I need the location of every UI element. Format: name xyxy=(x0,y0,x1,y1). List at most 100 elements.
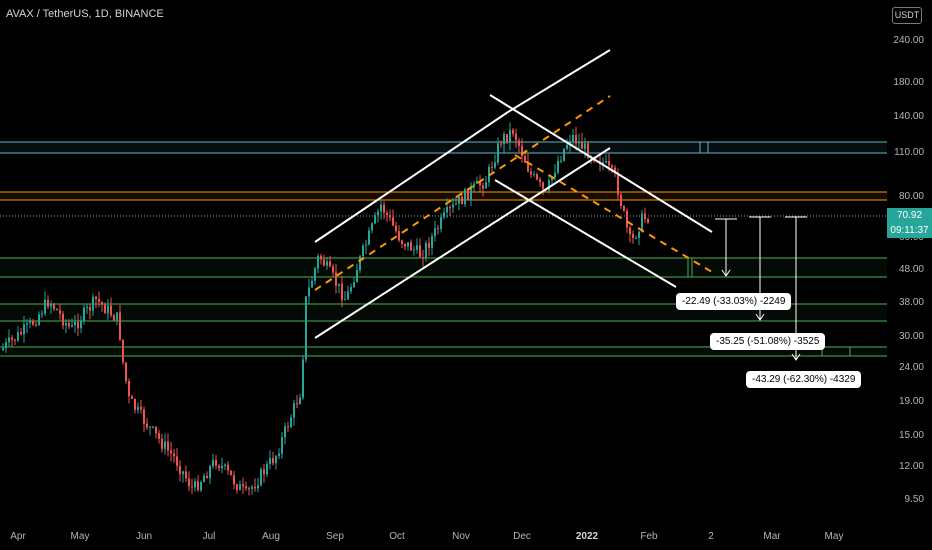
candle-body xyxy=(296,403,298,405)
candle-body xyxy=(56,308,58,311)
time-tick: Sep xyxy=(326,531,344,542)
measure-2-arrow xyxy=(755,313,765,321)
candle-body xyxy=(341,283,343,301)
price-tick: 110.00 xyxy=(894,147,924,158)
candle-body xyxy=(80,321,82,329)
price-tick: 80.00 xyxy=(898,191,924,202)
candle-body xyxy=(617,173,619,195)
candle-body xyxy=(167,441,169,451)
candle-body xyxy=(623,206,625,211)
candle-body xyxy=(188,478,190,487)
candle-body xyxy=(602,162,604,165)
candle-body xyxy=(278,453,280,457)
candle-body xyxy=(212,460,214,467)
candle-body xyxy=(230,470,232,476)
candle-body xyxy=(173,453,175,457)
candle-body xyxy=(221,465,223,469)
time-tick: 2 xyxy=(708,531,714,542)
candle-body xyxy=(269,458,271,464)
candle-body xyxy=(266,463,268,475)
candle-body xyxy=(35,324,37,326)
candle-body xyxy=(74,321,76,326)
candle-body xyxy=(275,456,277,464)
candle-body xyxy=(218,465,220,469)
zone-band xyxy=(0,347,887,356)
candle-body xyxy=(557,161,559,173)
candle-body xyxy=(248,488,250,490)
time-tick: Dec xyxy=(513,531,531,542)
zone-band xyxy=(0,304,887,321)
time-tick: Apr xyxy=(10,531,26,542)
candle-body xyxy=(41,313,43,315)
candle-body xyxy=(281,437,283,454)
candle-body xyxy=(428,243,430,248)
candle-body xyxy=(437,227,439,230)
candle-body xyxy=(251,486,253,489)
candle-body xyxy=(635,237,637,239)
candle-body xyxy=(50,304,52,307)
candle-body xyxy=(344,299,346,301)
candle-body xyxy=(299,397,301,404)
candle-body xyxy=(632,234,634,238)
zone-band xyxy=(0,192,887,200)
candle-body xyxy=(608,161,610,166)
candle-body xyxy=(353,282,355,287)
candle-body xyxy=(542,182,544,189)
candle-body xyxy=(152,426,154,428)
candle-body xyxy=(107,305,109,314)
price-tick: 240.00 xyxy=(893,35,924,46)
measure-1-arrow xyxy=(721,269,731,277)
candle-body xyxy=(611,165,613,168)
candle-body xyxy=(413,249,415,251)
candle-body xyxy=(461,196,463,205)
candle-body xyxy=(626,210,628,228)
candle-body xyxy=(110,305,112,316)
candle-body xyxy=(473,183,475,188)
candle-body xyxy=(26,323,28,325)
candle-body xyxy=(548,180,550,191)
candle-body xyxy=(113,315,115,321)
candle-body xyxy=(131,396,133,400)
candle-body xyxy=(245,486,247,489)
candle-body xyxy=(287,426,289,428)
time-axis[interactable]: Apr May Jun Jul Aug Sep Oct Nov Dec 2022 Feb 2 Mar Ma… xyxy=(0,524,887,550)
candle-body xyxy=(86,306,88,308)
price-tick: 140.00 xyxy=(893,111,924,122)
candle-body xyxy=(224,464,226,466)
trend-drawings[interactable] xyxy=(314,49,713,339)
time-tick: Jul xyxy=(202,531,216,542)
price-tick: 9.50 xyxy=(904,494,924,505)
price-scale[interactable]: 240.00180.00140.00110.0080.0060.0048.003… xyxy=(887,0,932,524)
descending-upper-line xyxy=(489,94,713,233)
candle-body xyxy=(416,245,418,250)
candle-body xyxy=(140,406,142,410)
measure-tools[interactable] xyxy=(687,142,851,361)
candle-body xyxy=(332,266,334,273)
price-tick: 30.00 xyxy=(898,331,924,342)
candle-body xyxy=(389,215,391,218)
candle-body xyxy=(146,423,148,428)
current-price-badge: 70.92 09:11:37 xyxy=(887,208,932,238)
currency-badge[interactable]: USDT xyxy=(892,7,922,24)
price-tick: 38.00 xyxy=(898,297,924,308)
candle-body xyxy=(134,399,136,410)
symbol-title[interactable]: AVAX / TetherUS, 1D, BINANCE xyxy=(6,8,164,20)
candle-body xyxy=(233,475,235,485)
candle-body xyxy=(122,339,124,363)
zone-band xyxy=(0,142,887,153)
candle-body xyxy=(482,185,484,189)
candle-body xyxy=(362,245,364,257)
measure-label-1: -22.49 (-33.03%) -2249 xyxy=(676,293,792,310)
candle-body xyxy=(293,403,295,418)
candle-body xyxy=(452,204,454,208)
candle-body xyxy=(197,481,199,491)
candle-body xyxy=(497,143,499,163)
candle-body xyxy=(125,362,127,382)
candle-body xyxy=(491,166,493,168)
candle-body xyxy=(83,307,85,322)
candle-body xyxy=(284,426,286,438)
candle-body xyxy=(383,204,385,213)
candle-body xyxy=(203,476,205,483)
candle-body xyxy=(467,189,469,201)
